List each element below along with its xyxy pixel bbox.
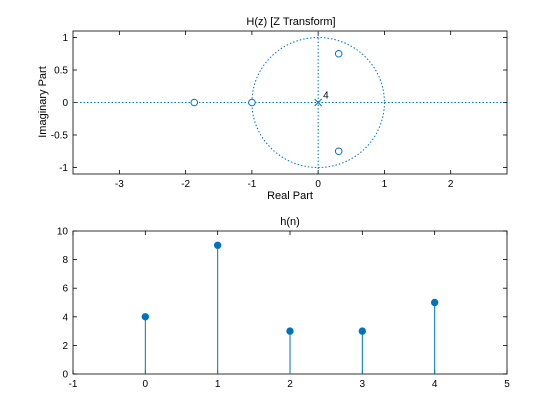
- pole-multiplicity-label: 4: [323, 91, 329, 102]
- y-tick-label: 0.5: [54, 66, 68, 77]
- stem-point: [430, 298, 439, 307]
- unit-circle: [251, 37, 385, 168]
- x-tick-label: 4: [432, 379, 438, 390]
- x-tick-label: -3: [115, 179, 124, 190]
- y-tick-label: 0: [62, 370, 68, 381]
- x-tick-label: 1: [215, 379, 221, 390]
- y-tick-label: 6: [62, 284, 68, 295]
- y-tick-label: 1: [62, 33, 68, 44]
- y-tick-label: -0.5: [51, 131, 69, 142]
- x-tick-label: -1: [247, 179, 256, 190]
- x-tick-label: 5: [504, 379, 510, 390]
- x-tick-label: 3: [360, 379, 366, 390]
- y-tick-label: 2: [62, 341, 68, 352]
- zero-marker: [334, 49, 343, 58]
- stem-point: [213, 241, 222, 250]
- pole-marker: [314, 98, 323, 107]
- x-tick-label: -1: [69, 379, 78, 390]
- pz-marks: 4: [73, 31, 507, 174]
- pz-title: H(z) [Z Transform]: [246, 16, 335, 28]
- stem-point: [358, 327, 367, 335]
- stem-title: h(n): [280, 216, 300, 228]
- zero-marker: [190, 98, 199, 107]
- y-tick-label: 8: [62, 255, 68, 266]
- y-tick-label: -1: [59, 163, 68, 174]
- x-tick-label: 2: [287, 379, 293, 390]
- stem-point: [141, 313, 150, 321]
- x-tick-label: 1: [382, 179, 388, 190]
- stem-point: [286, 327, 294, 335]
- y-tick-label: 0: [62, 98, 68, 109]
- y-tick-label: 10: [57, 227, 69, 238]
- pole-cross-b: [314, 98, 323, 107]
- stem-marks: [141, 241, 439, 374]
- pz-ylabel: Imaginary Part: [37, 66, 49, 138]
- pz-xlabel: Real Part: [267, 190, 313, 202]
- x-tick-label: -2: [181, 179, 190, 190]
- x-tick-label: 2: [448, 179, 454, 190]
- pole-zero-plot: H(z) [Z Transform] -3 -2 -1 0 1 2-1-0.500.51 …: [37, 16, 508, 202]
- zero-marker: [248, 98, 256, 107]
- y-tick-label: 4: [62, 312, 68, 323]
- zero-marker: [334, 147, 343, 156]
- x-tick-label: 0: [143, 379, 149, 390]
- x-tick-label: 0: [315, 179, 321, 190]
